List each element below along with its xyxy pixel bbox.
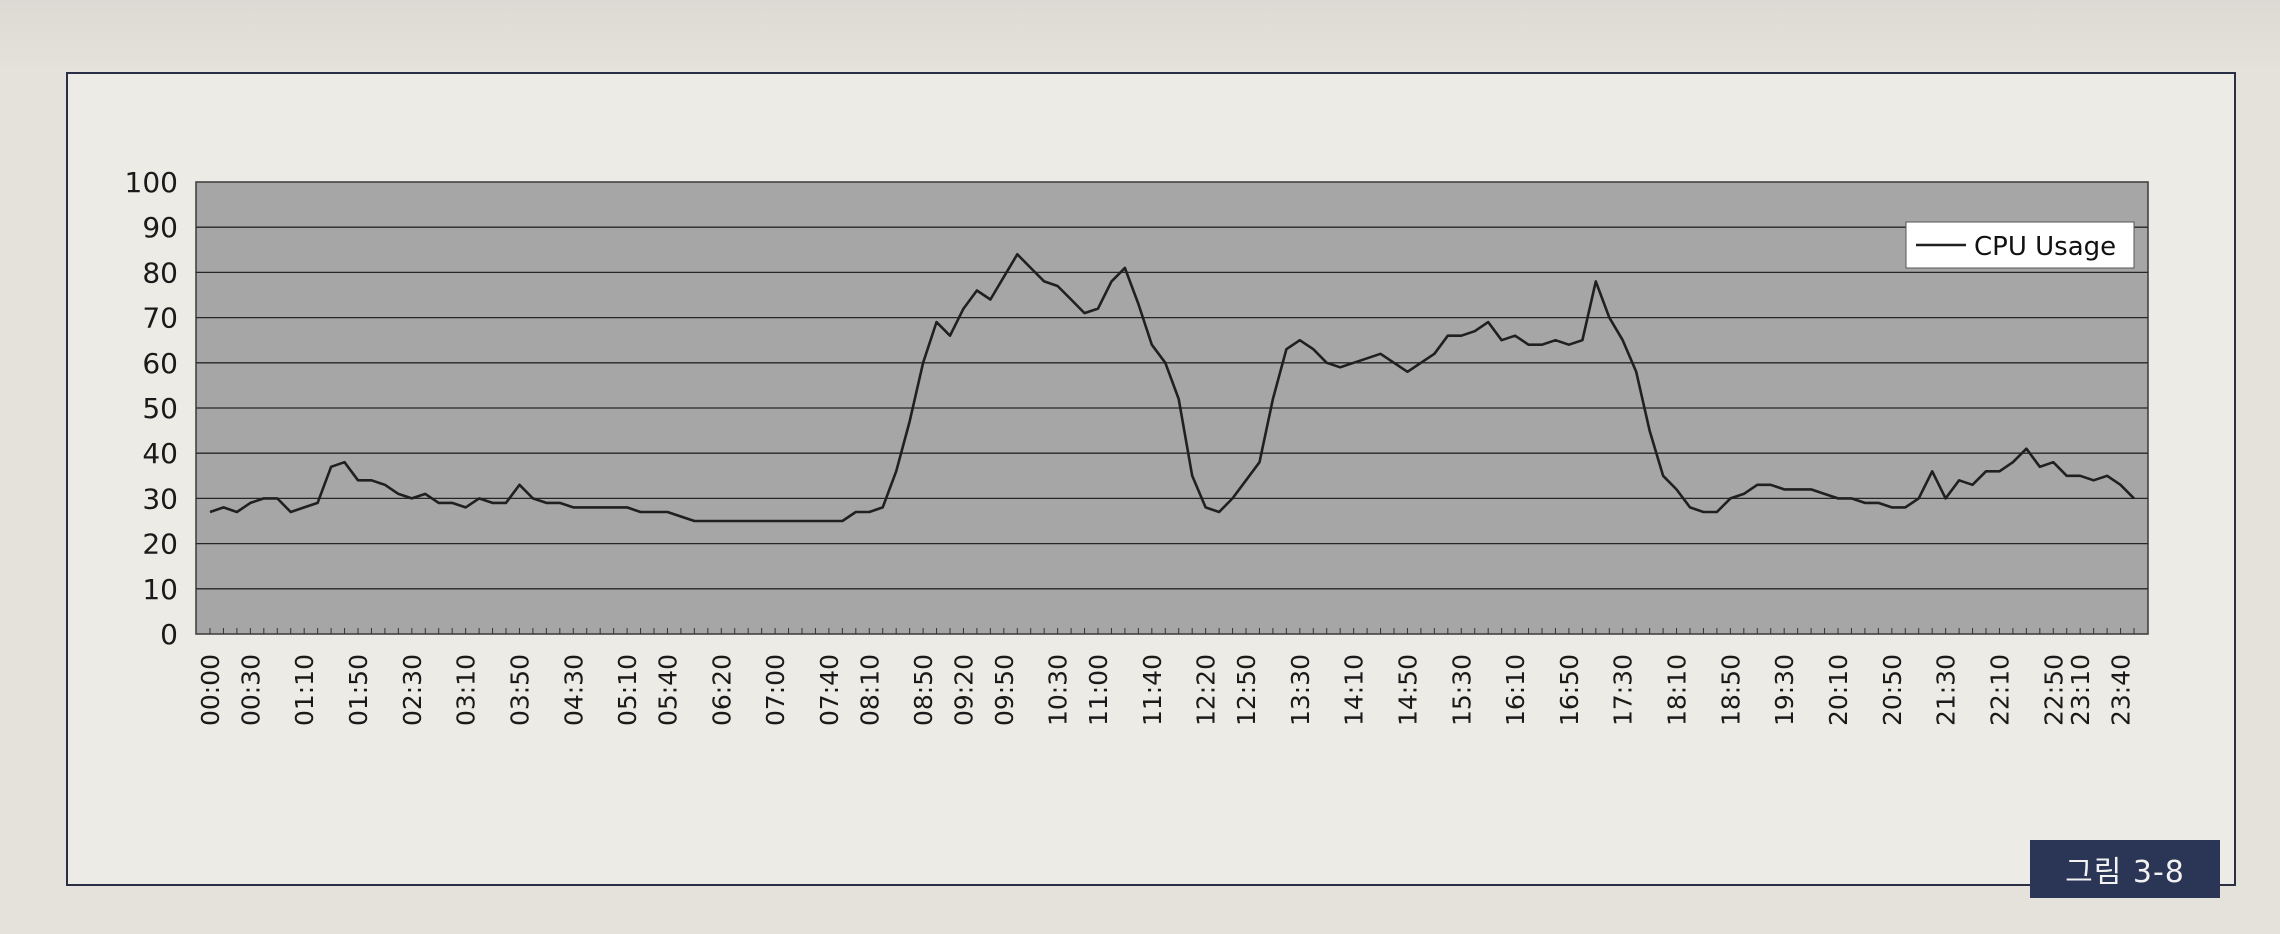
gridlines xyxy=(196,226,2148,590)
x-tick-label: 10:30 xyxy=(1044,654,1073,726)
x-tick-label: 14:10 xyxy=(1340,654,1369,726)
x-tick-label: 15:30 xyxy=(1447,654,1476,726)
x-tick-label: 08:50 xyxy=(909,654,938,726)
y-tick-label: 100 xyxy=(125,166,178,199)
x-tick-label: 20:50 xyxy=(1878,654,1907,726)
legend-box xyxy=(1905,221,2135,269)
x-tick-label: 00:00 xyxy=(196,654,225,726)
x-tick-label: 22:10 xyxy=(1985,654,2014,726)
book-page-background xyxy=(0,0,2280,72)
y-tick-label: 80 xyxy=(142,256,178,289)
y-tick-label: 20 xyxy=(142,528,178,561)
x-tick-label: 04:30 xyxy=(559,654,588,726)
x-tick-label: 07:40 xyxy=(815,654,844,726)
y-tick-label: 0 xyxy=(160,618,178,651)
x-tick-label: 03:10 xyxy=(452,654,481,726)
x-tick-label: 00:30 xyxy=(236,654,265,726)
x-tick-label: 12:50 xyxy=(1232,654,1261,726)
x-tick-label: 18:10 xyxy=(1663,654,1692,726)
x-tick-label: 13:30 xyxy=(1286,654,1315,726)
x-tick-label: 16:50 xyxy=(1555,654,1584,726)
x-tick-label: 05:40 xyxy=(653,654,682,726)
x-tick-label: 14:50 xyxy=(1393,654,1422,726)
x-axis-minor-ticks xyxy=(209,628,2135,634)
legend: CPU Usage xyxy=(1905,221,2135,269)
series-line-cpu-usage xyxy=(209,253,2135,523)
x-tick-label: 01:10 xyxy=(290,654,319,726)
x-tick-label: 03:50 xyxy=(505,654,534,726)
x-tick-label: 12:20 xyxy=(1192,654,1221,726)
x-tick-label: 02:30 xyxy=(398,654,427,726)
x-tick-label: 22:50 xyxy=(2039,654,2068,726)
x-tick-label: 23:10 xyxy=(2066,654,2095,726)
y-tick-label: 40 xyxy=(142,437,178,470)
x-tick-label: 05:10 xyxy=(613,654,642,726)
x-tick-label: 09:50 xyxy=(990,654,1019,726)
y-tick-label: 90 xyxy=(142,211,178,244)
y-tick-label: 10 xyxy=(142,573,178,606)
y-axis-tick-labels: 0 10 20 30 40 50 60 70 80 90 100 xyxy=(125,166,178,651)
x-tick-label: 11:40 xyxy=(1138,654,1167,726)
y-tick-label: 70 xyxy=(142,302,178,335)
x-tick-label: 01:50 xyxy=(344,654,373,726)
x-tick-label: 19:30 xyxy=(1770,654,1799,726)
figure-caption: 그림 3-8 xyxy=(2030,840,2220,898)
x-tick-label: 08:10 xyxy=(855,654,884,726)
y-tick-label: 50 xyxy=(142,392,178,425)
y-tick-label: 30 xyxy=(142,482,178,515)
x-tick-label: 11:00 xyxy=(1084,654,1113,726)
legend-label: CPU Usage xyxy=(1974,232,2116,262)
x-tick-label: 23:40 xyxy=(2107,654,2136,726)
x-tick-label: 17:30 xyxy=(1609,654,1638,726)
x-tick-label: 18:50 xyxy=(1716,654,1745,726)
x-axis-tick-labels: 00:00 00:30 01:10 01:50 02:30 03:10 03:50 04:30… xyxy=(196,654,2136,726)
x-tick-label: 20:10 xyxy=(1824,654,1853,726)
y-tick-label: 60 xyxy=(142,347,178,380)
x-tick-label: 21:30 xyxy=(1932,654,1961,726)
x-tick-label: 06:20 xyxy=(707,654,736,726)
x-tick-label: 09:20 xyxy=(949,654,978,726)
x-tick-label: 07:00 xyxy=(761,654,790,726)
x-tick-label: 16:10 xyxy=(1501,654,1530,726)
